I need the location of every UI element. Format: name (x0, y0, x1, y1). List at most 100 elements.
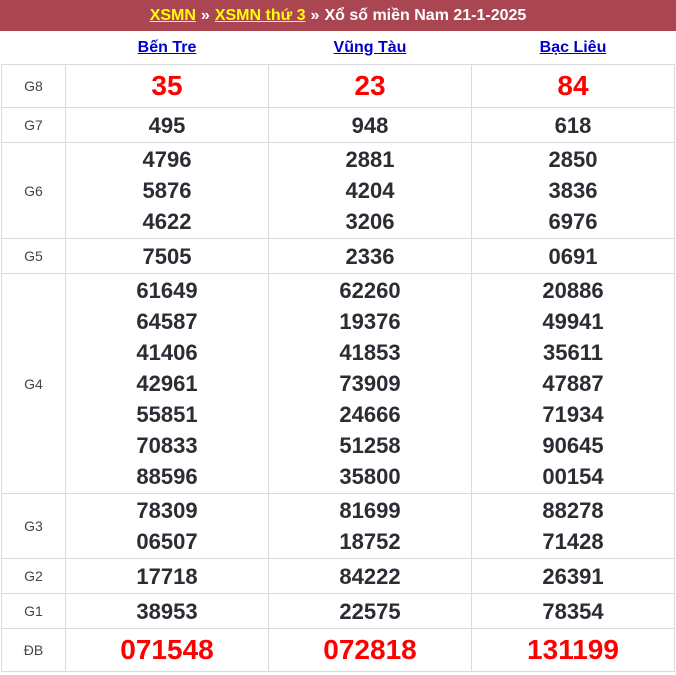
result-number: 35611 (543, 340, 603, 365)
result-cell: 948 (268, 107, 472, 143)
result-number: 38953 (136, 598, 198, 624)
breadcrumb-link-xsmn-thu-3[interactable]: XSMN thứ 3 (214, 6, 306, 24)
prize-label: G7 (1, 107, 66, 143)
result-number: 17718 (136, 563, 198, 589)
result-cell: 84 (471, 64, 675, 108)
result-cell: 618 (471, 107, 675, 143)
result-cell: 7505 (65, 238, 269, 274)
result-number: 618 (554, 112, 592, 138)
province-link-vung-tau[interactable]: Vũng Tàu (333, 38, 407, 56)
prize-label: G8 (1, 64, 66, 108)
result-number: 71934 (542, 402, 604, 427)
page-title: Xổ số miền Nam 21-1-2025 (324, 6, 527, 24)
result-number: 90645 (542, 433, 604, 458)
result-number: 51258 (339, 433, 401, 458)
column-header-bac-lieu: Bạc Liêu (471, 31, 675, 65)
result-number: 5876 (142, 178, 192, 203)
result-number: 7505 (142, 243, 192, 269)
result-cell: 26391 (471, 558, 675, 594)
result-number: 3836 (548, 178, 598, 203)
result-number: 2881 (345, 147, 395, 172)
result-number: 78354 (542, 598, 604, 624)
result-number: 00154 (542, 464, 604, 489)
result-number: 495 (148, 112, 186, 138)
result-number: 4796 (142, 147, 192, 172)
result-number: 131199 (527, 634, 619, 665)
result-cell: 38953 (65, 593, 269, 629)
result-number: 84222 (339, 563, 401, 589)
result-cell: 2336 (268, 238, 472, 274)
result-number: 61649 (136, 278, 198, 303)
prize-label: G4 (1, 273, 66, 494)
breadcrumb: XSMN » XSMN thứ 3 » Xổ số miền Nam 21-1-… (0, 0, 676, 31)
prize-row-g3: G3 78309 06507 81699 18752 88278 71428 (1, 493, 675, 559)
prize-row-g4: G4 61649 64587 41406 42961 55851 70833 88596 622… (1, 273, 675, 494)
result-cell: 2850 3836 6976 (471, 142, 675, 239)
result-number: 55851 (136, 402, 198, 427)
result-cell: 78354 (471, 593, 675, 629)
prize-row-g2: G2 17718 84222 26391 (1, 558, 675, 594)
result-number: 41406 (136, 340, 198, 365)
province-header-row: Bến Tre Vũng Tàu Bạc Liêu (1, 31, 675, 65)
result-number: 4204 (345, 178, 395, 203)
result-number: 2850 (548, 147, 598, 172)
result-cell: 22575 (268, 593, 472, 629)
result-cell: 20886 49941 35611 47887 71934 90645 00154 (471, 273, 675, 494)
prize-row-g6: G6 4796 5876 4622 2881 4204 3206 2850 3836 6976 (1, 142, 675, 239)
result-number: 22575 (339, 598, 401, 624)
province-link-bac-lieu[interactable]: Bạc Liêu (539, 38, 607, 56)
result-number: 71428 (542, 529, 604, 554)
prize-label: ĐB (1, 628, 66, 672)
prize-row-g1: G1 38953 22575 78354 (1, 593, 675, 629)
result-cell: 61649 64587 41406 42961 55851 70833 88596 (65, 273, 269, 494)
result-number: 6976 (548, 209, 598, 234)
prize-label: G5 (1, 238, 66, 274)
result-cell: 0691 (471, 238, 675, 274)
prize-row-đb: ĐB 071548 072818 131199 (1, 628, 675, 672)
result-number: 47887 (542, 371, 604, 396)
result-number: 41853 (339, 340, 401, 365)
result-number: 81699 (339, 498, 401, 523)
column-header-ben-tre: Bến Tre (65, 31, 269, 65)
prize-label: G1 (1, 593, 66, 629)
result-number: 23 (354, 70, 386, 101)
result-number: 26391 (542, 563, 604, 589)
prize-row-g8: G8 35 23 84 (1, 64, 675, 108)
result-cell: 495 (65, 107, 269, 143)
result-cell: 131199 (471, 628, 675, 672)
result-cell: 62260 19376 41853 73909 24666 51258 35800 (268, 273, 472, 494)
result-number: 072818 (323, 634, 417, 665)
result-number: 2336 (345, 243, 395, 269)
prize-row-g5: G5 7505 2336 0691 (1, 238, 675, 274)
result-cell: 81699 18752 (268, 493, 472, 559)
prize-label: G2 (1, 558, 66, 594)
result-cell: 35 (65, 64, 269, 108)
result-number: 78309 (136, 498, 198, 523)
result-number: 19376 (339, 309, 401, 334)
result-number: 88596 (136, 464, 198, 489)
result-cell: 2881 4204 3206 (268, 142, 472, 239)
results-table-body: G8 35 23 84 G7 495 948 618 G6 4796 5876 4622 2881 420… (1, 64, 675, 672)
result-number: 20886 (542, 278, 604, 303)
result-number: 70833 (136, 433, 198, 458)
result-number: 35800 (339, 464, 401, 489)
result-number: 88278 (542, 498, 604, 523)
result-cell: 4796 5876 4622 (65, 142, 269, 239)
result-number: 06507 (136, 529, 198, 554)
result-number: 18752 (339, 529, 401, 554)
column-header-vung-tau: Vũng Tàu (268, 31, 472, 65)
result-cell: 88278 71428 (471, 493, 675, 559)
result-cell: 17718 (65, 558, 269, 594)
province-link-ben-tre[interactable]: Bến Tre (137, 38, 197, 56)
result-number: 49941 (542, 309, 604, 334)
result-number: 24666 (339, 402, 401, 427)
result-number: 73909 (339, 371, 401, 396)
prize-label: G6 (1, 142, 66, 239)
prize-label: G3 (1, 493, 66, 559)
result-number: 35 (151, 70, 183, 101)
breadcrumb-separator: » (200, 6, 210, 24)
breadcrumb-link-xsmn[interactable]: XSMN (149, 6, 196, 24)
result-cell: 071548 (65, 628, 269, 672)
result-number: 948 (351, 112, 389, 138)
